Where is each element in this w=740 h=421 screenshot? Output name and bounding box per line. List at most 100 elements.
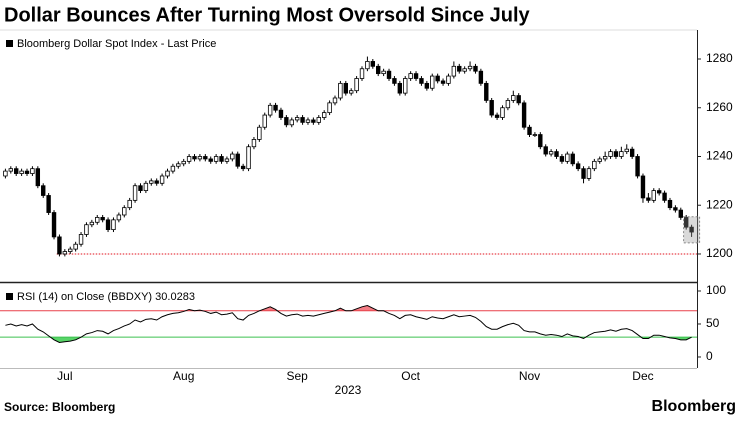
candle-body	[521, 102, 527, 128]
candle-body	[467, 65, 473, 70]
candle-body	[68, 248, 73, 252]
candle-body	[203, 156, 208, 160]
candle-body	[457, 65, 462, 72]
candle-body	[127, 199, 132, 209]
candle-body	[640, 175, 646, 199]
candle-body	[273, 104, 278, 111]
candle-body	[197, 156, 203, 160]
candle-body	[14, 168, 19, 174]
candle-body	[294, 117, 300, 121]
candle-body	[667, 199, 673, 209]
candle-body	[602, 156, 608, 160]
candle-body	[430, 75, 435, 89]
candle-body	[538, 134, 543, 148]
candle-body	[165, 170, 170, 177]
candle-body	[41, 185, 46, 196]
x-tick-label: Oct	[401, 369, 420, 383]
candle-body	[656, 190, 662, 194]
candle-body	[619, 151, 624, 157]
candle-body	[516, 95, 521, 104]
candle-body	[311, 119, 316, 123]
candle-body	[89, 221, 95, 226]
candle-body	[559, 156, 565, 162]
candle-body	[662, 192, 667, 201]
candle-body	[678, 209, 683, 218]
candle-body	[208, 158, 213, 162]
candle-body	[300, 117, 305, 123]
candle-body	[365, 61, 370, 70]
candle-body	[435, 75, 440, 82]
candle-body	[343, 82, 348, 94]
candle-body	[397, 82, 403, 94]
candle-body	[3, 170, 8, 177]
candle-body	[370, 61, 376, 67]
candle-body	[105, 219, 111, 231]
candle-body	[651, 190, 656, 201]
y-tick-label: 1200	[706, 246, 733, 260]
candle-body	[35, 168, 41, 187]
overbought-fill	[185, 305, 379, 311]
candle-body	[413, 73, 419, 79]
candle-body	[527, 126, 532, 135]
candle-body	[289, 119, 294, 126]
candle-body	[635, 156, 640, 177]
candle-body	[154, 180, 159, 184]
candle-body	[321, 112, 327, 118]
candle-body	[62, 251, 68, 255]
candle-body	[570, 153, 575, 165]
candle-body	[235, 153, 240, 167]
oversold-fill	[5, 337, 692, 343]
candle-body	[597, 158, 602, 162]
candle-body	[284, 117, 289, 126]
candle-body	[230, 153, 235, 160]
candle-body	[122, 207, 127, 216]
candle-body	[30, 168, 35, 174]
candle-body	[246, 146, 251, 170]
candle-body	[240, 165, 246, 170]
candle-body	[359, 68, 365, 79]
candle-body	[170, 165, 176, 172]
candle-body	[489, 100, 494, 116]
candle-body	[78, 234, 84, 245]
candle-body	[257, 126, 262, 140]
y-tick-label: 50	[706, 316, 720, 330]
candle-body	[192, 156, 197, 160]
candle-body	[84, 224, 89, 235]
candle-body	[565, 153, 570, 162]
candle-body	[473, 65, 478, 72]
candle-body	[46, 195, 51, 213]
candle-body	[24, 170, 30, 174]
legend-marker	[6, 293, 13, 300]
y-tick-label: 1280	[706, 51, 733, 65]
candle-body	[494, 114, 500, 118]
y-tick-label: 0	[706, 349, 713, 363]
y-tick-label: 100	[706, 283, 726, 297]
candle-body	[451, 65, 457, 77]
candle-body	[592, 160, 597, 170]
candle-body	[316, 117, 321, 123]
candle-body	[403, 78, 408, 94]
candle-body	[689, 226, 694, 233]
candle-body	[392, 78, 397, 84]
candle-body	[381, 70, 386, 75]
candle-body	[581, 168, 586, 179]
candle-body	[511, 95, 516, 101]
candle-body	[683, 217, 689, 228]
y-tick-label: 1240	[706, 149, 733, 163]
candle-body	[673, 207, 678, 211]
candle-body	[251, 139, 257, 148]
brand: Bloomberg	[652, 398, 736, 415]
candle-body	[219, 156, 224, 162]
candle-body	[138, 185, 143, 192]
candle-body	[19, 170, 24, 174]
candle-body	[224, 158, 230, 162]
candle-body	[629, 148, 635, 157]
candle-body	[624, 148, 629, 153]
candle-body	[338, 82, 343, 99]
legend-marker	[6, 40, 13, 47]
candle-body	[262, 114, 267, 128]
candle-body	[278, 109, 284, 118]
candle-body	[176, 163, 181, 167]
candle-body	[332, 97, 338, 104]
plot-background	[0, 30, 697, 368]
